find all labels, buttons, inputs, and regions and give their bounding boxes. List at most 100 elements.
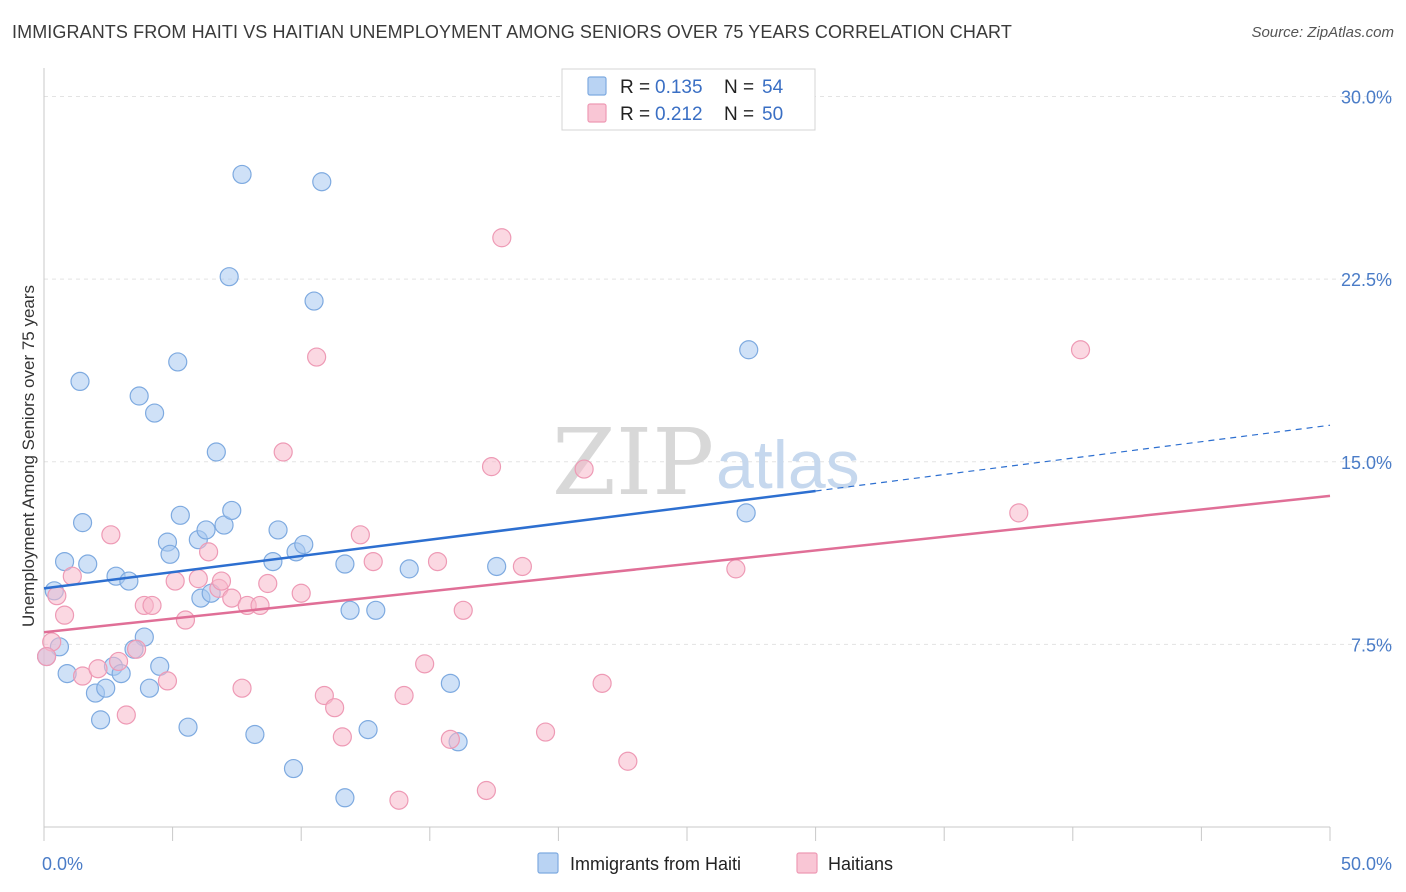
- gridlines: [44, 96, 1392, 645]
- data-point-pink: [165, 571, 185, 591]
- data-point-blue: [304, 291, 324, 311]
- data-point-blue: [268, 520, 288, 540]
- data-point-blue: [312, 172, 332, 192]
- data-point-pink: [273, 442, 293, 462]
- data-point-blue: [168, 352, 188, 372]
- data-point-blue: [487, 556, 507, 577]
- data-point-blue: [96, 678, 116, 698]
- data-point-pink: [157, 671, 178, 691]
- data-point-pink: [415, 654, 435, 674]
- data-point-pink: [232, 678, 252, 698]
- chart-source: Source: ZipAtlas.com: [1251, 24, 1394, 41]
- trend-line-blue-extension: [815, 424, 1331, 492]
- x-tick-label: 0.0%: [42, 854, 83, 874]
- data-point-blue: [144, 403, 165, 423]
- data-point-pink: [481, 457, 502, 477]
- trend-lines: [43, 424, 1331, 634]
- data-point-pink: [54, 605, 75, 625]
- legend-r-value-2: 0.212: [655, 104, 703, 125]
- axes: [43, 68, 1331, 841]
- data-point-pink: [363, 551, 383, 572]
- data-point-pink: [535, 722, 556, 742]
- data-point-pink: [332, 727, 352, 747]
- data-point-blue: [178, 717, 198, 737]
- chart-title: IMMIGRANTS FROM HAITI VS HAITIAN UNEMPLO…: [12, 22, 1012, 42]
- data-point-pink: [476, 780, 496, 801]
- data-point-pink: [512, 556, 532, 577]
- data-point-pink: [618, 751, 638, 771]
- data-point-pink: [1009, 503, 1029, 523]
- trend-line-blue: [43, 489, 816, 590]
- legend-r-label-2: R =: [620, 104, 650, 125]
- data-point-pink: [116, 705, 136, 725]
- legend-swatch-blue: [587, 76, 607, 96]
- data-point-pink: [453, 600, 473, 620]
- trend-line-pink: [43, 494, 1331, 634]
- data-point-blue: [196, 520, 216, 540]
- data-point-pink: [258, 573, 278, 594]
- data-point-pink: [307, 347, 327, 367]
- legend-r-value-1: 0.135: [655, 77, 703, 98]
- watermark: ZIP atlas: [552, 409, 860, 516]
- y-tick-label: 7.5%: [1351, 635, 1392, 655]
- data-point-blue: [358, 720, 378, 740]
- data-point-pink: [175, 610, 196, 630]
- data-point-pink: [188, 569, 208, 589]
- data-point-blue: [78, 554, 98, 574]
- data-point-pink: [88, 659, 108, 679]
- legend-swatch-haitians: [796, 852, 818, 874]
- legend-label-haitians: Haitians: [828, 854, 893, 874]
- series-legend: Immigrants from Haiti Haitians: [537, 852, 893, 874]
- data-point-blue: [245, 724, 265, 745]
- data-point-blue: [263, 551, 283, 572]
- legend-n-label-2: N =: [724, 104, 754, 125]
- watermark-atlas: atlas: [716, 427, 860, 503]
- data-point-pink: [726, 559, 746, 579]
- data-point-pink: [211, 571, 232, 591]
- data-point-blue: [736, 503, 756, 523]
- data-point-blue: [366, 600, 386, 620]
- data-point-blue: [170, 505, 190, 525]
- data-point-blue: [90, 710, 111, 730]
- data-point-pink: [36, 646, 57, 667]
- data-point-pink: [101, 525, 121, 545]
- y-axis-label: Unemployment Among Seniors over 75 years: [19, 285, 38, 627]
- data-point-pink: [394, 685, 414, 706]
- legend-n-value-2: 50: [762, 104, 783, 125]
- data-point-pink: [222, 588, 242, 608]
- data-point-pink: [1070, 340, 1091, 360]
- x-tick-label: 50.0%: [1341, 854, 1392, 874]
- data-point-pink: [126, 639, 147, 659]
- data-point-pink: [72, 666, 93, 686]
- data-point-pink: [291, 583, 311, 603]
- data-point-pink: [574, 459, 594, 479]
- data-point-blue: [219, 267, 239, 287]
- data-point-pink: [440, 729, 460, 749]
- data-point-pink: [314, 685, 334, 706]
- tick-labels: 7.5% 15.0% 22.5% 30.0% 0.0% 50.0%: [42, 88, 1392, 874]
- data-point-blue: [294, 534, 314, 555]
- data-point-pink: [350, 525, 370, 545]
- y-tick-label: 30.0%: [1341, 88, 1392, 108]
- legend-swatch-immigrants-from-haiti: [537, 852, 559, 874]
- data-point-blue: [222, 500, 242, 521]
- data-point-pink: [250, 595, 270, 616]
- data-point-blue: [139, 678, 160, 698]
- data-point-pink: [199, 542, 219, 562]
- data-point-pink: [389, 790, 409, 810]
- legend-r-label-1: R =: [620, 77, 650, 98]
- data-point-pink: [108, 651, 129, 672]
- legend-n-label-1: N =: [724, 77, 754, 98]
- data-point-blue: [160, 544, 180, 564]
- series-haitians: [36, 228, 1091, 810]
- data-point-blue: [440, 673, 460, 693]
- y-tick-label: 22.5%: [1341, 270, 1392, 290]
- data-point-blue: [335, 788, 355, 808]
- data-point-blue: [206, 442, 226, 462]
- legend-n-value-1: 54: [762, 77, 784, 98]
- stats-legend: R = 0.135 N = 54 R = 0.212 N = 50: [561, 68, 816, 131]
- data-point-blue: [340, 600, 360, 620]
- data-point-blue: [232, 164, 252, 185]
- data-point-blue: [70, 371, 90, 392]
- data-point-blue: [129, 386, 149, 406]
